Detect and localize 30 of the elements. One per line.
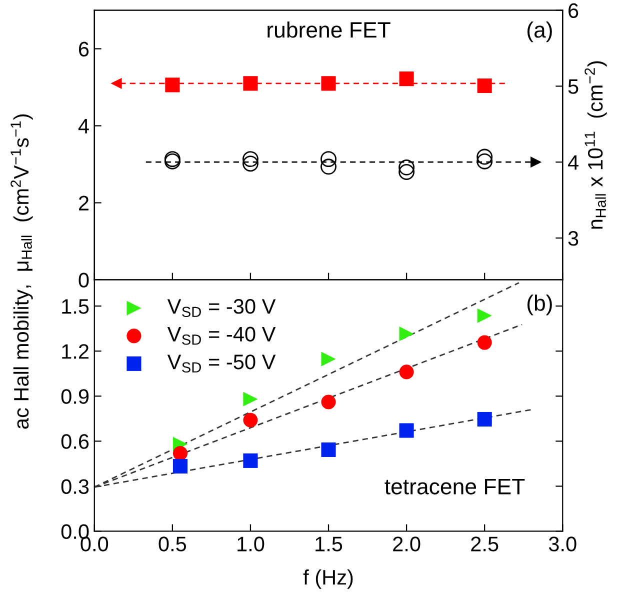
x-tick-label: 2.0 — [393, 536, 420, 552]
y-tick-label: 6 — [79, 42, 89, 57]
y2-axis-title: n$_{Hall}$ x 10$^{11}$ (cm$^{−2}$) — [584, 61, 607, 229]
x-tick-label: 0.5 — [158, 536, 186, 552]
y-tick-label: 1.5 — [62, 299, 89, 314]
x-tick-label: 3.0 — [548, 536, 576, 552]
annotation: (a) — [527, 21, 552, 42]
y2-tick-label: 5 — [568, 79, 578, 94]
legend-label: V$_{SD}$ = -40 V — [167, 326, 276, 345]
x-tick-label: 2.5 — [471, 536, 498, 552]
y2-tick-label: 3 — [568, 231, 578, 246]
annotation: rubrene FET — [268, 21, 390, 38]
y2-tick-label: 6 — [568, 3, 578, 18]
y-tick-label: 0.9 — [61, 389, 89, 404]
annotation: tetracene FET — [384, 478, 525, 494]
x-axis-title: f (Hz) — [303, 569, 353, 589]
x-tick-label: 1.5 — [316, 536, 342, 552]
y-tick-label: 2 — [78, 196, 88, 210]
text: ac Hall mobility, μ$_{Hall}$ (cm$^{2}$V$^{−1}$s$^{−1}$) — [10, 114, 33, 429]
y-tick-label: 4 — [78, 118, 89, 134]
y-tick-label: 0.6 — [61, 434, 89, 449]
legend-label: V$_{SD}$ = -50 V — [167, 354, 276, 373]
y-tick-label: 0.0 — [61, 524, 89, 539]
y-tick-label: 1.2 — [62, 344, 88, 359]
y-tick-label: 0 — [78, 272, 89, 288]
x-tick-label: 1.0 — [238, 536, 264, 552]
y-tick-label: 0.3 — [61, 479, 89, 494]
annotation: (b) — [527, 294, 552, 316]
legend-label: V$_{SD}$ = -30 V — [167, 299, 276, 318]
y2-tick-label: 4 — [568, 155, 578, 170]
